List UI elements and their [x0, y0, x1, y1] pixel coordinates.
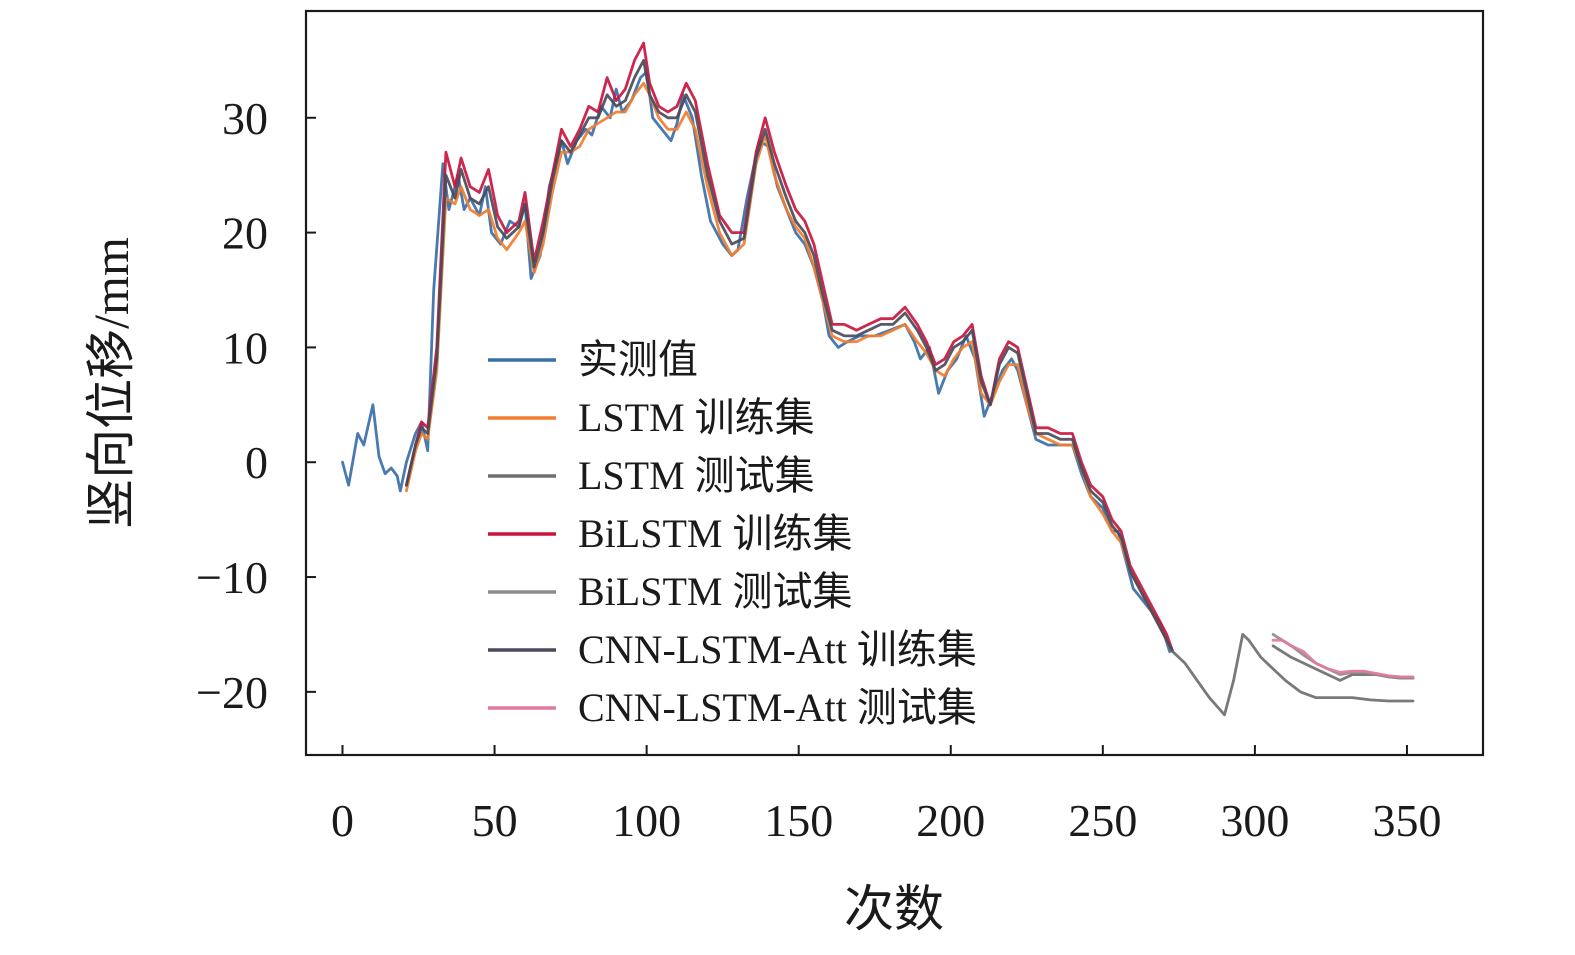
- x-tick-label: 0: [331, 795, 354, 846]
- series-layer: [341, 41, 1415, 717]
- x-tick-label: 250: [1068, 795, 1137, 846]
- legend-label: BiLSTM 测试集: [578, 569, 852, 614]
- series-line-8: [1171, 633, 1415, 717]
- legend-label: CNN-LSTM-Att 测试集: [578, 685, 977, 730]
- y-tick-label: 30: [222, 93, 268, 144]
- y-axis-label: 竖向位移/mm: [83, 237, 139, 529]
- series-line-2: [405, 81, 1175, 654]
- x-tick-label: 300: [1220, 795, 1289, 846]
- legend-label: CNN-LSTM-Att 训练集: [578, 627, 977, 672]
- x-tick-label: 150: [764, 795, 833, 846]
- legend-label: LSTM 测试集: [578, 453, 815, 498]
- y-tick-label: −20: [196, 667, 268, 718]
- series-line-7: [1271, 638, 1415, 679]
- legend-label: LSTM 训练集: [578, 395, 815, 440]
- legend-label: 实测值: [578, 337, 698, 382]
- plot-frame: [304, 9, 1485, 757]
- y-tick-label: 20: [222, 208, 268, 259]
- series-line-1: [341, 70, 1172, 654]
- x-tick-label: 50: [472, 795, 518, 846]
- y-tick-label: −10: [196, 552, 268, 603]
- x-tick-label: 200: [916, 795, 985, 846]
- x-tick-label: 100: [612, 795, 681, 846]
- x-axis-label: 次数: [844, 881, 944, 937]
- legend: 实测值 LSTM 训练集 LSTM 测试集 BiLSTM 训练集 BiLSTM 测试集 C…: [488, 337, 977, 730]
- series-line-6: [405, 59, 1175, 654]
- y-tick-label: 10: [222, 322, 268, 373]
- y-tick-label: 0: [245, 437, 268, 488]
- series-line-4: [405, 41, 1175, 654]
- x-tick-label: 350: [1372, 795, 1441, 846]
- legend-label: BiLSTM 训练集: [578, 511, 852, 556]
